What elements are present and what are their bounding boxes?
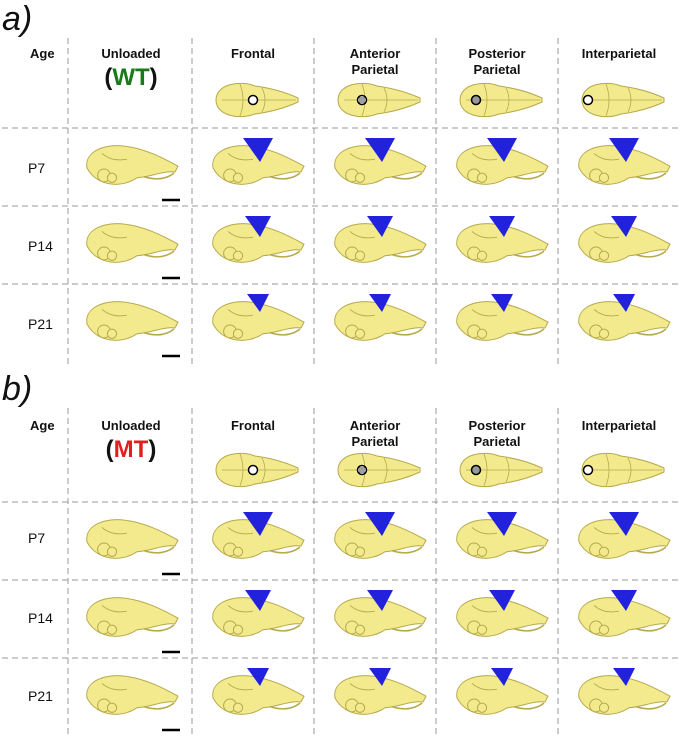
top-view-skull-1-3: [459, 452, 543, 488]
panel-label-a: a): [2, 0, 33, 38]
side-skull-0-1-2: [334, 216, 427, 263]
load-cone: [613, 294, 635, 312]
row-label-p14-a: P14: [28, 238, 53, 254]
top-view-skull-0-2: [337, 82, 421, 118]
side-skull-0-0-0: [86, 145, 180, 202]
side-skull-0-2-2: [334, 294, 427, 341]
genotype-open-paren: (: [105, 436, 114, 463]
load-cone: [369, 668, 391, 686]
top-view-skull-1-2: [337, 452, 421, 488]
load-cone: [245, 216, 271, 237]
genotype-text: MT: [113, 436, 149, 463]
top-view-skull-1-4: [581, 452, 665, 488]
col-header-anterior-parietal-a: Anterior Parietal: [349, 46, 401, 77]
loading-site-marker: [470, 94, 482, 106]
side-skull-0-2-4: [578, 294, 671, 341]
col-header-unloaded-b: Unloaded: [101, 418, 161, 433]
col-header-interparietal-a: Interparietal: [581, 46, 657, 61]
side-skull-1-1-3: [456, 590, 549, 637]
load-cone: [613, 668, 635, 686]
genotype-text: WT: [112, 64, 150, 91]
side-skull-1-1-2: [334, 590, 427, 637]
load-cone: [369, 294, 391, 312]
col-header-frontal-b: Frontal: [230, 418, 276, 433]
load-cone: [365, 512, 395, 536]
side-skull-1-0-3: [456, 512, 549, 559]
genotype-close-paren: ): [148, 436, 157, 463]
top-view-skull-0-4: [581, 82, 665, 118]
col-header-unloaded-a: Unloaded: [101, 46, 161, 61]
loading-site-marker: [582, 94, 594, 106]
panel-label-b: b): [2, 370, 33, 408]
load-cone: [365, 138, 395, 162]
side-skull-1-0-2: [334, 512, 427, 559]
side-skull-0-2-1: [212, 294, 305, 341]
load-cone: [611, 590, 637, 611]
row-label-p14-b: P14: [28, 610, 53, 626]
load-cone: [489, 590, 515, 611]
row-label-p21-b: P21: [28, 688, 53, 704]
row-label-p7-b: P7: [28, 530, 46, 546]
load-cone: [367, 216, 393, 237]
loading-site-marker: [247, 464, 259, 476]
side-skull-1-2-4: [578, 668, 671, 715]
top-view-skull-0-3: [459, 82, 543, 118]
col-header-frontal-a: Frontal: [230, 46, 276, 61]
side-skull-1-2-3: [456, 668, 549, 715]
load-cone: [367, 590, 393, 611]
col-header-interparietal-b: Interparietal: [581, 418, 657, 433]
load-cone: [609, 512, 639, 536]
side-skull-0-1-1: [212, 216, 305, 263]
load-cone: [609, 138, 639, 162]
side-skull-1-1-0: [86, 597, 180, 654]
loading-site-marker: [582, 464, 594, 476]
side-skull-0-0-3: [456, 138, 549, 185]
age-header-a: Age: [30, 46, 55, 61]
side-skull-1-2-0: [86, 675, 180, 732]
load-cone: [487, 512, 517, 536]
side-skull-0-1-0: [86, 223, 180, 280]
genotype-close-paren: ): [149, 64, 158, 91]
load-cone: [243, 512, 273, 536]
load-cone: [487, 138, 517, 162]
side-skull-0-2-0: [86, 301, 180, 358]
load-cone: [491, 668, 513, 686]
age-header-b: Age: [30, 418, 55, 433]
loading-site-marker: [247, 94, 259, 106]
top-view-skull-1-1: [215, 452, 299, 488]
load-cone: [243, 138, 273, 162]
load-cone: [245, 590, 271, 611]
col-header-posterior-parietal-b: Posterior Parietal: [468, 418, 526, 449]
side-skull-0-1-4: [578, 216, 671, 263]
side-skull-1-1-4: [578, 590, 671, 637]
side-skull-1-2-1: [212, 668, 305, 715]
load-cone: [611, 216, 637, 237]
side-skull-0-0-1: [212, 138, 305, 185]
loading-site-marker: [470, 464, 482, 476]
top-view-skull-0-1: [215, 82, 299, 118]
col-header-posterior-parietal-a: Posterior Parietal: [468, 46, 526, 77]
side-skull-1-0-0: [86, 519, 180, 576]
load-cone: [247, 668, 269, 686]
side-skull-0-0-2: [334, 138, 427, 185]
side-skull-0-0-4: [578, 138, 671, 185]
row-label-p7-a: P7: [28, 160, 46, 176]
side-skull-0-1-3: [456, 216, 549, 263]
row-label-p21-a: P21: [28, 316, 53, 332]
load-cone: [489, 216, 515, 237]
genotype-label-b: (MT): [70, 436, 192, 464]
side-skull-0-2-3: [456, 294, 549, 341]
col-header-anterior-parietal-b: Anterior Parietal: [349, 418, 401, 449]
genotype-open-paren: (: [104, 64, 113, 91]
load-cone: [491, 294, 513, 312]
side-skull-1-1-1: [212, 590, 305, 637]
side-skull-1-2-2: [334, 668, 427, 715]
side-skull-1-0-4: [578, 512, 671, 559]
load-cone: [247, 294, 269, 312]
genotype-label-a: (WT): [70, 64, 192, 92]
side-skull-1-0-1: [212, 512, 305, 559]
